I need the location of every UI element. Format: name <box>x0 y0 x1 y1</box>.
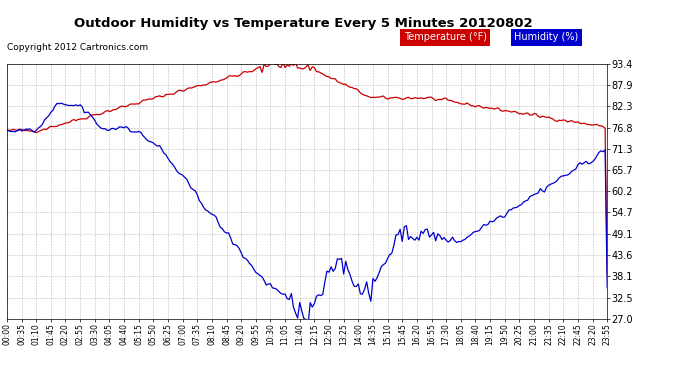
Text: Temperature (°F): Temperature (°F) <box>404 33 486 42</box>
Text: Outdoor Humidity vs Temperature Every 5 Minutes 20120802: Outdoor Humidity vs Temperature Every 5 … <box>75 17 533 30</box>
Text: Copyright 2012 Cartronics.com: Copyright 2012 Cartronics.com <box>7 43 148 52</box>
Text: Humidity (%): Humidity (%) <box>514 33 578 42</box>
